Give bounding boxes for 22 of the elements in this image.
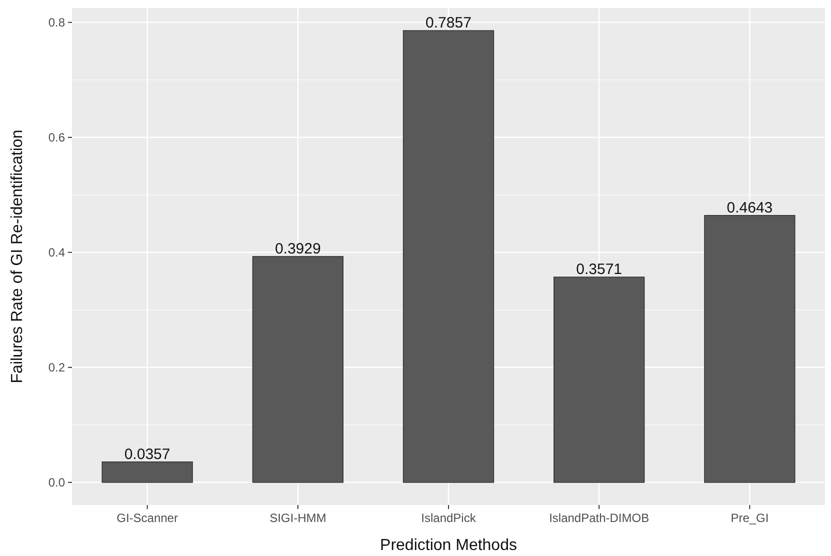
x-tick-label: SIGI-HMM bbox=[270, 511, 326, 525]
data-label: 0.7857 bbox=[426, 14, 472, 32]
bar bbox=[704, 215, 796, 483]
y-tick-label: 0.0 bbox=[48, 476, 66, 490]
bar bbox=[102, 461, 193, 483]
bar bbox=[554, 276, 645, 483]
y-tick-label: 0.4 bbox=[48, 246, 66, 260]
bar bbox=[402, 30, 494, 483]
y-tick-label: 0.2 bbox=[48, 360, 66, 375]
y-tick-label: 0.6 bbox=[48, 130, 66, 145]
bar bbox=[252, 256, 344, 483]
x-tick-label: IslandPick bbox=[421, 511, 477, 525]
data-label: 0.0357 bbox=[124, 446, 170, 463]
data-label: 0.3571 bbox=[576, 261, 622, 278]
x-tick-label: Pre_GI bbox=[730, 511, 769, 525]
x-tick-label: IslandPath-DIMOB bbox=[549, 511, 650, 525]
y-tick-label: 0.8 bbox=[48, 16, 66, 30]
data-label: 0.3929 bbox=[274, 240, 321, 258]
data-label: 0.4643 bbox=[726, 199, 773, 216]
x-axis-title: Prediction Methods bbox=[380, 537, 517, 554]
y-axis-title: Failures Rate of GI Re-identification bbox=[9, 130, 26, 384]
x-tick-label: GI-Scanner bbox=[116, 511, 178, 525]
